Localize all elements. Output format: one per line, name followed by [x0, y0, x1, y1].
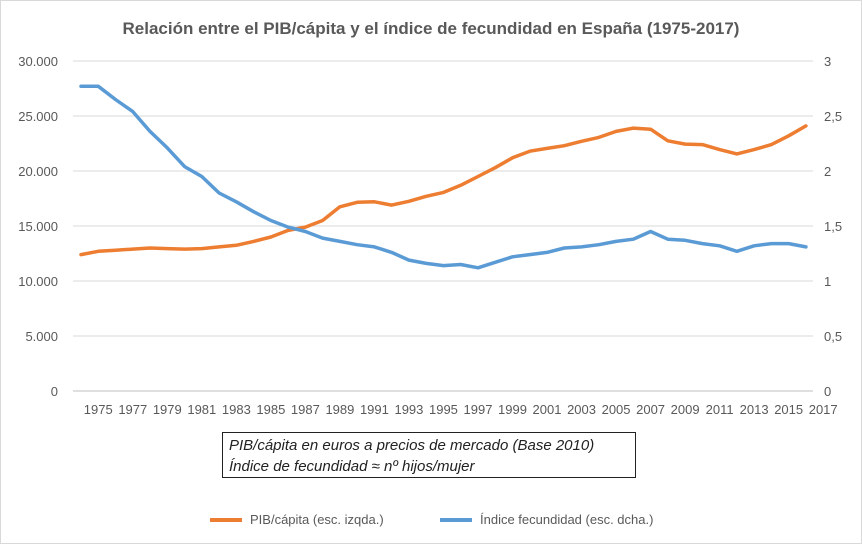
- y-right-tick-label: 3: [824, 54, 831, 69]
- x-tick-label: 2003: [567, 402, 596, 417]
- x-tick-label: 2011: [706, 402, 734, 417]
- y-left-tick-label: 0: [51, 384, 58, 399]
- pib-line: [79, 124, 808, 257]
- annotation-box: PIB/cápita en euros a precios de mercado…: [222, 432, 636, 478]
- annotation-line-1: PIB/cápita en euros a precios de mercado…: [229, 437, 595, 454]
- legend-label: PIB/cápita (esc. izqda.): [250, 512, 384, 527]
- y-left-tick-label: 25.000: [18, 109, 58, 124]
- y-right-tick-label: 1: [824, 274, 831, 289]
- x-tick-label: 1993: [394, 402, 423, 417]
- y-right-tick-label: 1,5: [824, 219, 842, 234]
- y-left-tick-label: 15.000: [18, 219, 58, 234]
- x-tick-label: 1997: [464, 402, 493, 417]
- y-left-tick-label: 10.000: [18, 274, 58, 289]
- y-left-tick-label: 5.000: [25, 329, 58, 344]
- x-tick-label: 2017: [809, 402, 838, 417]
- x-tick-label: 2005: [602, 402, 631, 417]
- fecundidad-line: [79, 84, 808, 270]
- x-tick-label: 2015: [774, 402, 803, 417]
- x-tick-label: 1987: [291, 402, 320, 417]
- x-tick-label: 1999: [498, 402, 527, 417]
- legend-swatch: [440, 517, 472, 522]
- legend-item-fecundidad: Índice fecundidad (esc. dcha.): [440, 512, 653, 527]
- x-tick-label: 2001: [533, 402, 562, 417]
- x-tick-label: 1975: [84, 402, 113, 417]
- legend-item-pib: PIB/cápita (esc. izqda.): [210, 512, 384, 527]
- x-tick-label: 1983: [222, 402, 251, 417]
- x-tick-label: 1989: [325, 402, 354, 417]
- y-right-tick-label: 0: [824, 384, 831, 399]
- y-right-tick-label: 0,5: [824, 329, 842, 344]
- x-tick-label: 1985: [256, 402, 285, 417]
- chart-title: Relación entre el PIB/cápita y el índice…: [122, 19, 740, 38]
- x-tick-label: 1995: [429, 402, 458, 417]
- y-left-tick-label: 20.000: [18, 164, 58, 179]
- annotation-line-2: Índice de fecundidad ≈ nº hijos/mujer: [229, 458, 475, 475]
- x-tick-label: 1981: [187, 402, 216, 417]
- x-tick-label: 1991: [360, 402, 389, 417]
- x-tick-label: 2013: [740, 402, 769, 417]
- y-right-tick-label: 2,5: [824, 109, 842, 124]
- x-tick-label: 2007: [636, 402, 665, 417]
- x-tick-label: 2009: [671, 402, 700, 417]
- y-left-tick-label: 30.000: [18, 54, 58, 69]
- legend-swatch: [210, 517, 242, 522]
- x-tick-label: 1979: [153, 402, 182, 417]
- x-tick-label: 1977: [118, 402, 147, 417]
- legend-label: Índice fecundidad (esc. dcha.): [480, 512, 654, 527]
- y-right-tick-label: 2: [824, 164, 831, 179]
